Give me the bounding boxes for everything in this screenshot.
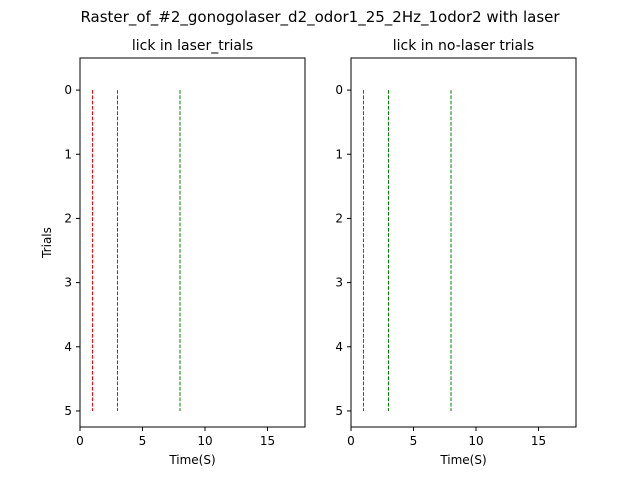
subplot-title: lick in laser_trials: [132, 38, 253, 54]
x-tick-label: 10: [197, 434, 212, 448]
subplot-title: lick in no-laser trials: [393, 38, 534, 54]
axes-frame: [79, 57, 306, 428]
x-tick-label: 0: [76, 434, 84, 448]
figure-title: Raster_of_#2_gonogolaser_d2_odor1_25_2Hz…: [80, 8, 560, 27]
x-tick-label: 5: [139, 434, 147, 448]
y-tick-label: 2: [335, 211, 343, 225]
y-tick-label: 2: [64, 211, 72, 225]
y-tick-label: 4: [64, 340, 72, 354]
y-tick-label: 3: [64, 276, 72, 290]
y-axis-label: Trials: [40, 227, 54, 259]
x-axis-label: Time(S): [439, 453, 486, 467]
y-tick-label: 0: [335, 83, 343, 97]
y-tick-label: 0: [64, 83, 72, 97]
y-tick-label: 4: [335, 340, 343, 354]
axes-frame: [350, 57, 577, 428]
subplot-2: lick in no-laser trials 0 5 10 15 0 1 2 3 4 5 Time(…: [335, 38, 577, 467]
x-tick-label: 15: [260, 434, 275, 448]
x-tick-label: 0: [347, 434, 355, 448]
y-tick-label: 5: [64, 404, 72, 418]
x-tick-label: 15: [531, 434, 546, 448]
y-tick-label: 5: [335, 404, 343, 418]
y-tick-label: 1: [64, 147, 72, 161]
y-tick-label: 1: [335, 147, 343, 161]
x-tick-label: 10: [468, 434, 483, 448]
subplot-1: lick in laser_trials 0 5 10 15 0 1 2 3 4 5 Time(S) T…: [40, 38, 306, 467]
x-tick-label: 5: [410, 434, 418, 448]
y-tick-label: 3: [335, 276, 343, 290]
x-axis-label: Time(S): [168, 453, 215, 467]
